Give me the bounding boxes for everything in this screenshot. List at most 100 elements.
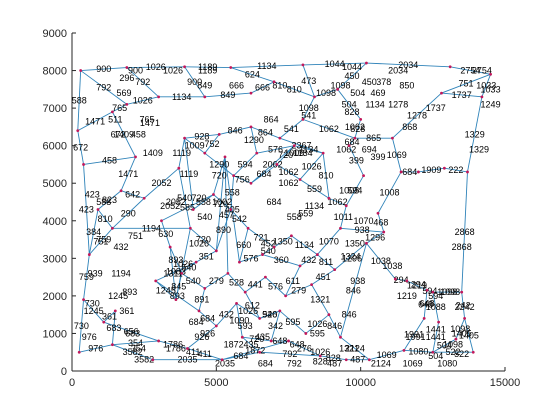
edge-label-105: 1062 <box>328 197 348 207</box>
edge-label-166: 1026 <box>302 161 322 171</box>
node-66 <box>278 137 281 140</box>
node-73 <box>276 163 279 166</box>
edge-label-62: 1471 <box>85 116 105 126</box>
weight-label-78: 672 <box>111 129 126 139</box>
node-95 <box>198 310 201 313</box>
node-58 <box>203 95 206 98</box>
node-82 <box>290 234 293 237</box>
weight-label-75: 765 <box>140 114 155 124</box>
edge-label-148: 576 <box>243 253 258 263</box>
node-67 <box>250 125 253 128</box>
edge-label-125: 576 <box>268 282 283 292</box>
node-105 <box>169 246 172 249</box>
weight-label-6: 1737 <box>426 103 446 113</box>
node-15 <box>377 212 380 215</box>
node-3 <box>229 66 232 69</box>
edge-label-151: 660 <box>236 240 251 250</box>
node-52 <box>134 156 137 159</box>
edge-label-12: 1909 <box>421 165 441 175</box>
weight-label-62: 846 <box>342 310 357 320</box>
weight-label-12: 1441 <box>426 325 446 335</box>
edge-label-144: 612 <box>245 300 260 310</box>
node-37 <box>157 340 160 343</box>
node-106 <box>154 279 157 282</box>
node-114 <box>299 264 302 267</box>
node-108 <box>224 156 227 159</box>
node-89 <box>226 272 229 275</box>
weight-label-94: 1219 <box>397 291 417 301</box>
edge-label-118: 1070 <box>319 236 339 246</box>
weight-label-63: 1321 <box>339 343 359 353</box>
edge-label-47: 487 <box>350 355 365 365</box>
node-109 <box>255 152 258 155</box>
weight-label-28: 354 <box>131 343 146 353</box>
node-59 <box>250 92 253 95</box>
weight-label-77: 458 <box>131 129 146 139</box>
node-70 <box>203 152 206 155</box>
edge-label-51: 361 <box>102 312 117 322</box>
edge-label-38: 423 <box>79 205 94 215</box>
y-tick-label-3: 3000 <box>43 253 67 265</box>
weight-label-22: 976 <box>82 332 97 342</box>
weight-label-45: 1098 <box>330 81 350 91</box>
weight-label-65: 595 <box>310 328 325 338</box>
weight-label-49: 450 <box>362 77 377 87</box>
node-115 <box>192 208 195 211</box>
weight-label-66: 648 <box>290 340 305 350</box>
node-21 <box>431 291 434 294</box>
edge-label-37: 672 <box>73 143 88 153</box>
node-102 <box>241 336 244 339</box>
edge-label-8: 1737 <box>452 90 472 100</box>
edge-label-101: 1062 <box>319 124 339 134</box>
weight-label-100: 684 <box>267 197 282 207</box>
node-14 <box>391 137 394 140</box>
node-17 <box>365 242 368 245</box>
node-44 <box>368 358 371 361</box>
node-77 <box>362 174 365 177</box>
weight-label-4: 850 <box>399 81 414 91</box>
edge-label-138: 846 <box>327 321 342 331</box>
weight-label-23: 730 <box>85 298 100 308</box>
weight-label-102: 558 <box>287 212 302 222</box>
edge-label-149: 360 <box>274 255 289 265</box>
edge-label-3: 1134 <box>257 61 276 71</box>
edge-labels-layer: 900 1026 1189 1134 1044 203427541033173775113… <box>72 59 501 369</box>
edge-label-93: 351 <box>199 251 214 261</box>
weight-label-26: 361 <box>119 306 134 316</box>
edge-label-108: 684 <box>256 169 271 179</box>
edge-label-85: 2052 <box>151 178 171 188</box>
node-47 <box>97 208 100 211</box>
node-113 <box>261 253 264 256</box>
weight-label-91: 1070 <box>354 216 374 226</box>
weight-label-90: 1008 <box>339 186 359 196</box>
edge-label-52: 683 <box>106 323 121 333</box>
edge-label-30: 1080 <box>408 346 428 356</box>
weight-label-84: 588 <box>96 197 111 207</box>
weight-label-31: 1872 <box>224 340 244 350</box>
node-53 <box>82 163 85 166</box>
y-tick-label-1: 1000 <box>43 328 67 340</box>
weight-label-10: 2242 <box>455 302 475 312</box>
edge-label-17: 468 <box>373 218 388 228</box>
edge-label-153: 611 <box>286 276 300 286</box>
node-86 <box>195 261 198 264</box>
edge-label-142: 648 <box>272 336 287 346</box>
node-9 <box>440 92 443 95</box>
node-24 <box>437 321 440 324</box>
edge-label-154: 890 <box>216 225 231 235</box>
node-54 <box>76 129 79 132</box>
node-32 <box>111 343 114 346</box>
weight-label-72: 1194 <box>111 268 130 278</box>
node-2 <box>183 65 186 68</box>
edge-label-137: 1321 <box>310 295 330 305</box>
node-7 <box>489 73 492 76</box>
node-74 <box>299 178 302 181</box>
y-tick-label-0: 0 <box>61 366 67 378</box>
edge-label-129: 540 <box>186 276 201 286</box>
weight-label-24: 939 <box>88 268 103 278</box>
node-51 <box>177 167 180 170</box>
node-30 <box>82 298 85 301</box>
node-36 <box>186 347 189 350</box>
weight-label-20: 3582 <box>134 355 154 365</box>
edge-label-161: 594 <box>238 159 253 169</box>
